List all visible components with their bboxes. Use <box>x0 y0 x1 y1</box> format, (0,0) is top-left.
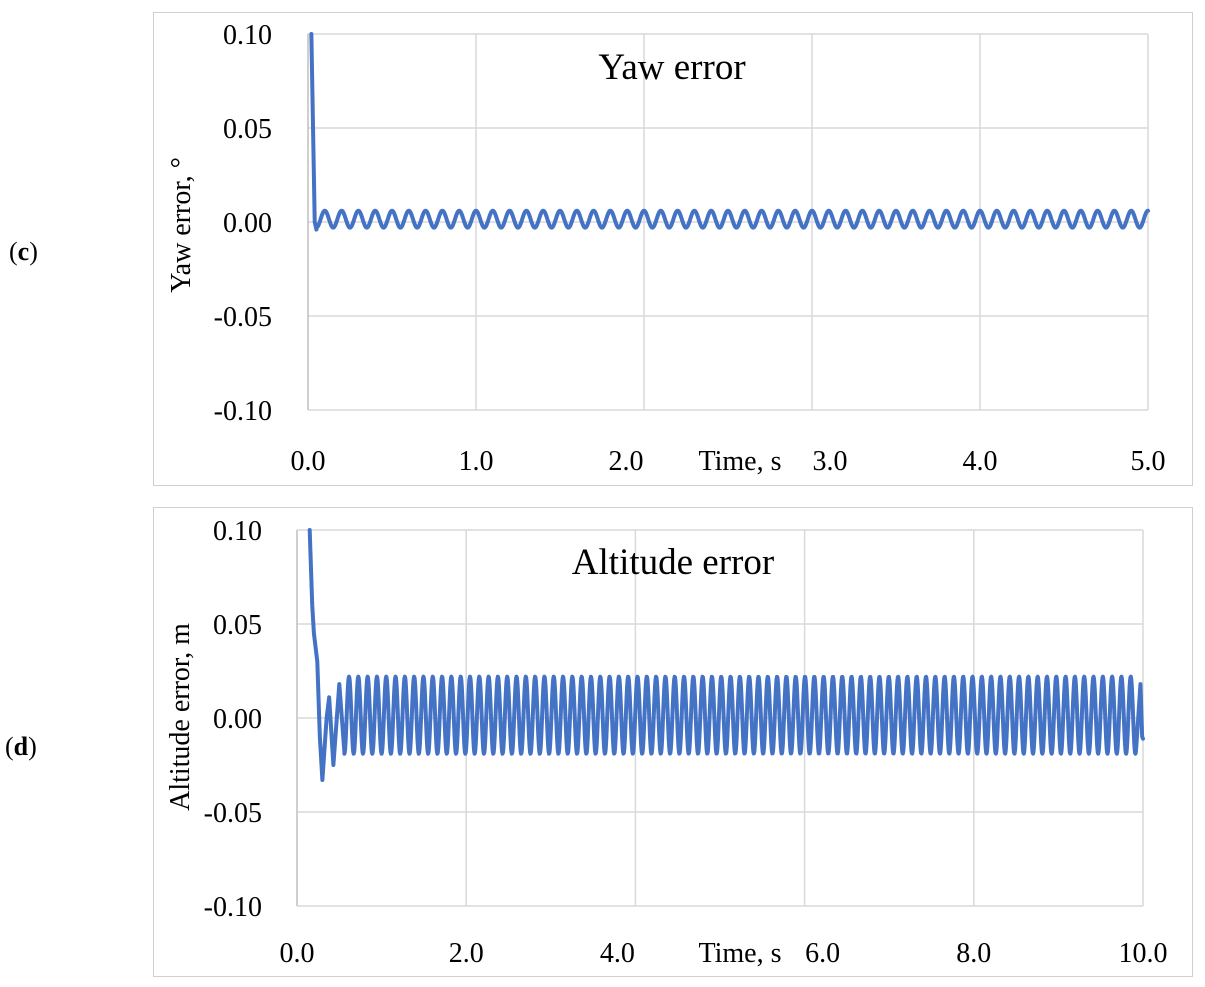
panel-letter: c <box>17 237 30 266</box>
x-tick-label: 3.0 <box>813 446 848 477</box>
y-tick-label: 0.00 <box>223 208 272 239</box>
chart-title: Yaw error <box>598 47 745 88</box>
y-tick-label: -0.10 <box>214 396 272 427</box>
series-line <box>309 32 1150 232</box>
panel-letter: d <box>13 732 29 761</box>
y-tick-label: 0.10 <box>223 20 272 51</box>
x-axis-label: Time, s <box>698 446 781 477</box>
x-tick-label: 5.0 <box>1131 446 1166 477</box>
y-axis-label: Yaw error, ° <box>166 157 197 293</box>
panel-label-c: (c) <box>9 237 38 266</box>
x-tick-label: 1.0 <box>459 446 494 477</box>
x-tick-label: 4.0 <box>963 446 998 477</box>
yaw-chart-frame <box>153 12 1193 486</box>
x-tick-label: 0.0 <box>291 446 326 477</box>
y-tick-label: -0.05 <box>214 302 272 333</box>
x-tick-label: 2.0 <box>609 446 644 477</box>
panel-label-d: (d) <box>5 732 37 761</box>
y-tick-label: 0.05 <box>223 114 272 145</box>
altitude-chart-frame <box>153 507 1193 977</box>
